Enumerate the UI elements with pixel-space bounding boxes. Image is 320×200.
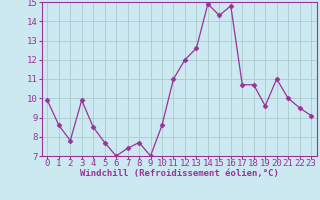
- X-axis label: Windchill (Refroidissement éolien,°C): Windchill (Refroidissement éolien,°C): [80, 169, 279, 178]
